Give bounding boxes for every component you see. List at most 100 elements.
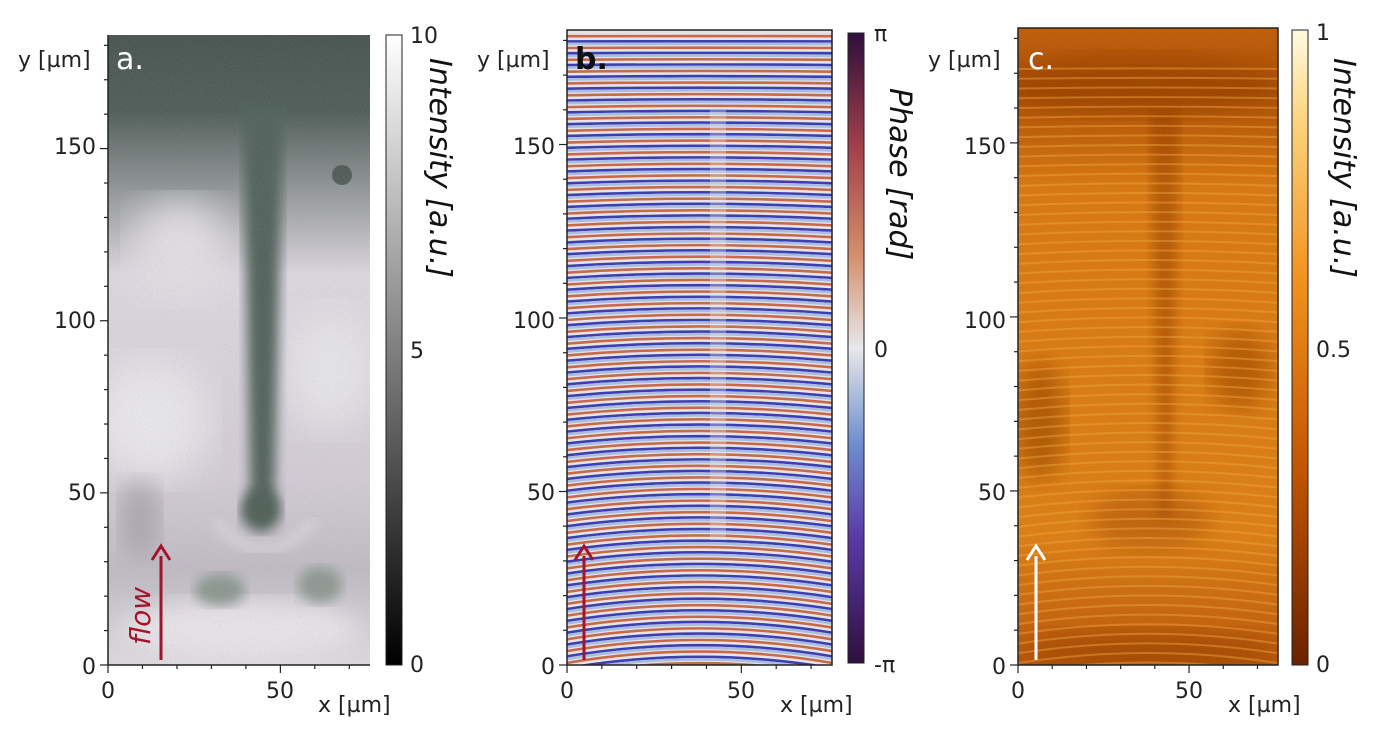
panel-a-flow-arrow	[150, 543, 172, 660]
panel-b-fringe	[567, 325, 832, 334]
panel-b-fringe	[567, 565, 832, 578]
panel-b-fringe	[567, 423, 832, 433]
panel-b-fringes	[567, 34, 832, 665]
panel-b-fringe	[567, 478, 832, 490]
panel-b-fringe	[567, 142, 832, 147]
panel-c-ticks	[1010, 37, 1259, 673]
panel-b-ticks	[559, 39, 812, 673]
panel-b-fringe	[596, 658, 803, 665]
panel-b-fringe	[567, 386, 832, 395]
panel-b-xlabel: x [µm]	[780, 693, 853, 718]
panel-b-fringe	[567, 597, 832, 611]
panel-b-fringe	[567, 406, 832, 416]
panel-b-fringe	[567, 214, 832, 221]
panel-b-fringe	[567, 225, 832, 232]
panel-b-fringe	[567, 434, 832, 445]
panel-b-fringe	[567, 135, 832, 140]
panel-b-fringe	[567, 202, 832, 209]
panel-b-fringe	[567, 278, 832, 286]
panel-b-fringe	[567, 362, 832, 371]
panel-c-ytick-label: 0	[992, 655, 1006, 680]
panel-b-fringe	[567, 77, 832, 81]
panel-b-fringe	[567, 200, 832, 206]
panel-b-fringe	[567, 156, 832, 161]
panel-b-fringe	[567, 557, 832, 570]
panel-c-ytick-label: 50	[978, 481, 1006, 506]
panel-b-fringe	[567, 472, 832, 483]
panel-b-fringe	[567, 60, 832, 64]
panel-b-fringe	[567, 560, 832, 573]
panel-b-fringe	[567, 580, 832, 594]
panel-b-fringe	[567, 205, 832, 211]
panel-b-fringe	[567, 321, 832, 330]
panel-b-fringe	[567, 121, 832, 126]
panel-b-fringe	[567, 92, 832, 97]
panel-b-fringe	[567, 330, 832, 339]
panel-b-fringe	[567, 65, 832, 69]
panel-b-fringe	[567, 411, 832, 422]
panel-b-fringe	[567, 513, 832, 525]
panel-b-fringe	[567, 388, 832, 398]
panel-b-fringe	[567, 216, 832, 223]
panel-a-flow-label: flow	[124, 587, 157, 645]
panel-b-fringe	[567, 499, 832, 511]
panel-b-fringe	[567, 504, 832, 516]
panel-b-fringe	[567, 307, 832, 315]
panel-b-fringe	[567, 190, 832, 197]
panel-b-fringe	[567, 653, 832, 665]
panel-b-fringe	[567, 150, 832, 156]
panel-b-fringe	[567, 332, 832, 341]
panel-b-fringe	[567, 153, 832, 159]
panel-b-fringe	[567, 638, 832, 653]
panel-b-fringe	[567, 409, 832, 419]
panel-a-ytick-label: 0	[82, 655, 96, 680]
panel-b-fringe	[567, 397, 832, 407]
panel-b: 150 100 50 0 0 50 y [µm] x [µm] b. π 0 -…	[477, 22, 917, 718]
panel-b-fringe	[567, 525, 832, 537]
panel-b-fringe	[567, 243, 832, 251]
panel-b-fringe	[567, 95, 832, 99]
panel-b-fringe	[567, 383, 832, 393]
panel-b-fringe	[567, 530, 832, 542]
panel-b-fringe	[567, 318, 832, 327]
panel-b-fringe	[567, 223, 832, 230]
panel-b-fringe	[567, 394, 832, 405]
panel-b-fringe	[567, 379, 832, 389]
panel-b-fringe	[567, 69, 832, 73]
panel-b-fringe	[567, 534, 832, 546]
panel-b-fringe	[567, 600, 832, 613]
panel-b-fringe	[567, 84, 832, 88]
panel-b-fringe	[567, 583, 832, 596]
panel-b-letter: b.	[575, 42, 608, 77]
panel-b-fringe	[567, 139, 832, 144]
panel-b-fringe	[567, 100, 832, 105]
panel-b-fringe	[567, 165, 832, 170]
panel-b-fringe	[567, 313, 832, 322]
panel-b-fringe	[567, 574, 832, 587]
panel-a-cbar-tick: 10	[410, 24, 438, 49]
panel-b-fringe	[567, 627, 832, 641]
panel-c-ylabel: y [µm]	[928, 48, 1001, 73]
panel-b-fringe	[567, 167, 832, 173]
panel-b-fringe	[567, 232, 832, 239]
panel-b-fringe	[567, 402, 832, 412]
panel-b-fringe	[567, 147, 832, 152]
panel-b-fringe	[567, 483, 832, 495]
panel-c-cbar-tick: 0	[1316, 653, 1330, 678]
panel-b-fringe	[567, 211, 832, 218]
panel-b-fringe	[567, 518, 832, 531]
panel-b-cbar-tick: 0	[874, 338, 888, 363]
panel-b-fringe	[567, 634, 832, 649]
panel-a-cbar-tick: 5	[410, 339, 424, 364]
panel-b-fringe	[567, 632, 832, 646]
panel-b-fringe	[567, 629, 832, 643]
panel-b-fringe	[567, 548, 832, 561]
panel-b-fringe	[567, 495, 832, 507]
panel-b-fringe	[567, 611, 832, 625]
panel-b-cbar-tick: -π	[874, 653, 895, 678]
panel-b-fringe	[567, 545, 832, 558]
panel-b-fringe	[567, 127, 832, 133]
panel-b-fringe	[567, 391, 832, 401]
panel-b-fringe	[567, 606, 832, 620]
panel-b-fringe	[567, 57, 832, 62]
